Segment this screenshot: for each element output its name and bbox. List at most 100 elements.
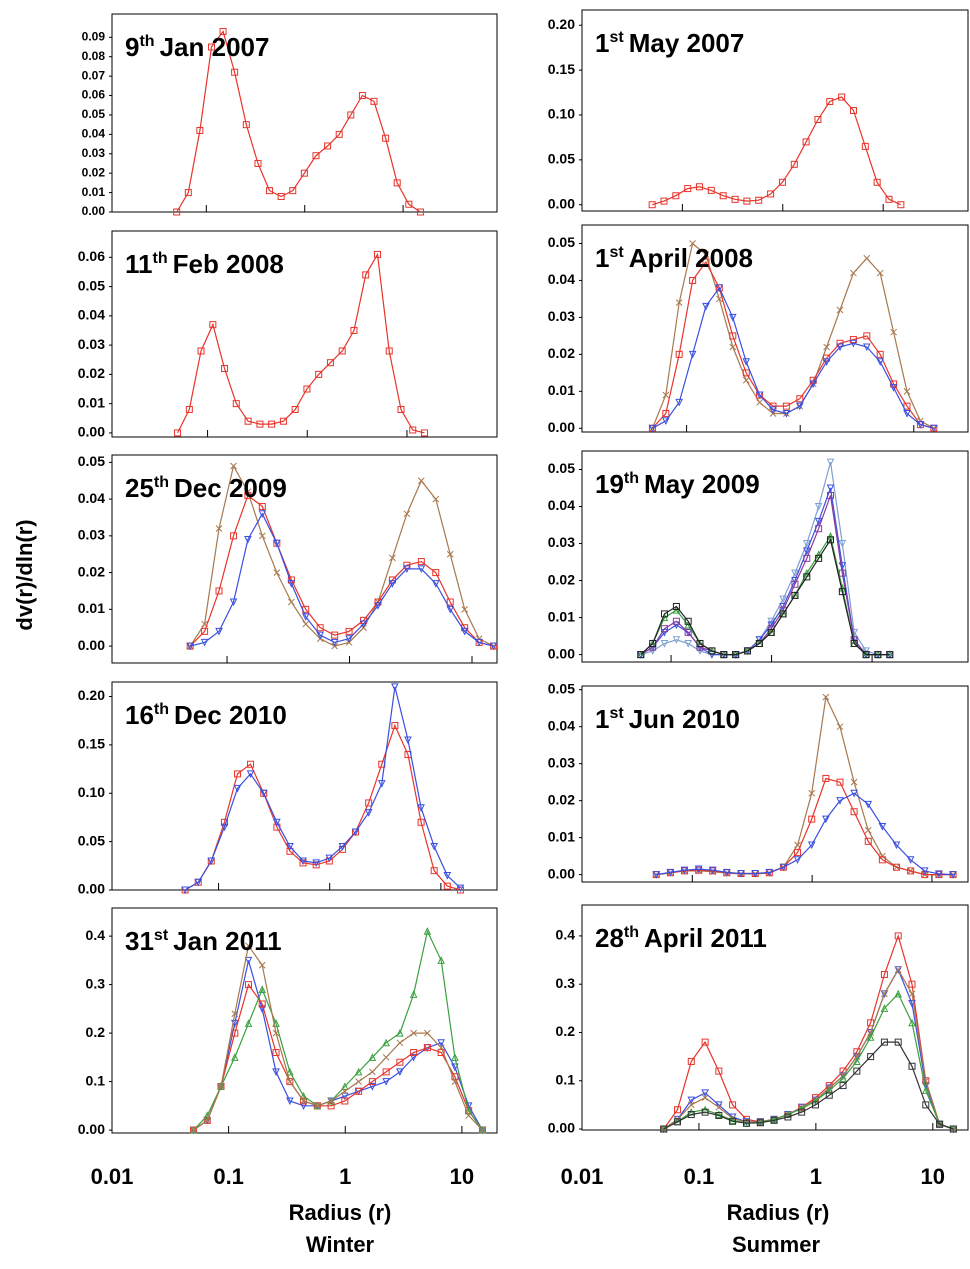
marker — [755, 639, 763, 647]
marker — [689, 240, 696, 247]
marker — [908, 980, 916, 988]
marker — [416, 208, 424, 216]
marker — [867, 1029, 874, 1036]
marker — [446, 598, 454, 606]
marker — [215, 525, 223, 532]
marker — [410, 1049, 418, 1057]
marker — [672, 617, 680, 625]
marker — [791, 591, 799, 599]
marker — [684, 617, 692, 625]
series-line — [663, 933, 954, 1130]
y-tick-label: 0.05 — [78, 277, 105, 293]
marker — [299, 859, 307, 867]
marker — [825, 1086, 834, 1094]
marker — [903, 402, 911, 410]
marker — [194, 878, 203, 887]
y-tick-label: 0.00 — [78, 881, 105, 897]
marker — [836, 778, 844, 786]
marker — [421, 429, 429, 437]
y-tick-label: 0.00 — [78, 424, 105, 440]
marker — [866, 1028, 875, 1037]
marker — [417, 558, 425, 566]
marker — [949, 871, 957, 879]
marker — [929, 424, 938, 433]
marker — [666, 868, 675, 877]
y-tick-label: 0.02 — [82, 165, 106, 179]
marker — [702, 302, 710, 311]
marker — [795, 402, 804, 411]
marker — [246, 770, 255, 779]
marker — [779, 610, 787, 618]
marker — [258, 961, 266, 969]
marker — [184, 189, 192, 197]
marker — [687, 1101, 695, 1109]
marker — [244, 417, 252, 425]
marker — [850, 639, 858, 647]
marker — [388, 580, 397, 588]
marker — [894, 966, 903, 974]
marker — [417, 477, 425, 485]
marker — [215, 587, 223, 595]
marker — [731, 195, 739, 203]
marker — [197, 347, 205, 355]
marker — [861, 142, 869, 150]
marker — [707, 186, 715, 194]
marker — [385, 347, 393, 355]
title-rest: May 2009 — [644, 469, 760, 499]
marker — [396, 1068, 404, 1077]
marker — [876, 350, 884, 358]
marker — [803, 554, 811, 562]
marker — [244, 981, 252, 989]
marker — [803, 573, 811, 581]
marker — [826, 98, 834, 106]
y-tick-label: 0.15 — [548, 61, 575, 77]
marker — [451, 1053, 459, 1061]
marker — [409, 990, 418, 998]
series-line — [193, 944, 483, 1131]
marker — [794, 848, 802, 856]
marker — [836, 343, 844, 352]
marker — [341, 1097, 349, 1105]
marker — [814, 115, 822, 123]
marker — [258, 1000, 266, 1008]
y-tick-label: 0.09 — [82, 29, 106, 43]
y-tick-label: 0.20 — [78, 687, 105, 703]
title-suffix: th — [624, 470, 639, 487]
marker — [660, 625, 668, 633]
marker — [907, 867, 915, 875]
marker — [417, 818, 425, 826]
marker — [417, 804, 425, 812]
y-tick-label: 0.3 — [556, 975, 576, 991]
marker — [272, 1029, 280, 1037]
marker — [863, 332, 871, 340]
y-tick-label: 0.10 — [78, 784, 105, 800]
y-tick-label: 0.2 — [556, 1023, 576, 1039]
marker — [894, 1038, 902, 1046]
marker — [423, 927, 432, 935]
panel-frame — [581, 904, 969, 1131]
marker — [437, 1044, 445, 1052]
panel-title: 25th Dec 2009 — [125, 473, 287, 503]
y-tick-label: 0.05 — [78, 832, 105, 848]
marker — [684, 185, 692, 193]
marker — [838, 93, 846, 101]
marker — [299, 857, 307, 866]
marker — [258, 502, 266, 510]
marker — [853, 1053, 861, 1061]
marker — [403, 510, 411, 518]
marker — [286, 847, 294, 855]
marker — [258, 510, 267, 518]
marker — [396, 1028, 404, 1037]
marker — [822, 815, 830, 824]
y-tick-label: 0.03 — [548, 534, 575, 550]
marker — [722, 868, 731, 877]
marker — [312, 859, 321, 868]
marker — [894, 966, 902, 974]
marker — [303, 385, 311, 393]
marker — [424, 1029, 431, 1037]
marker — [672, 636, 681, 644]
marker — [802, 138, 810, 146]
marker — [326, 359, 334, 367]
marker — [715, 1103, 723, 1111]
marker — [826, 491, 834, 499]
